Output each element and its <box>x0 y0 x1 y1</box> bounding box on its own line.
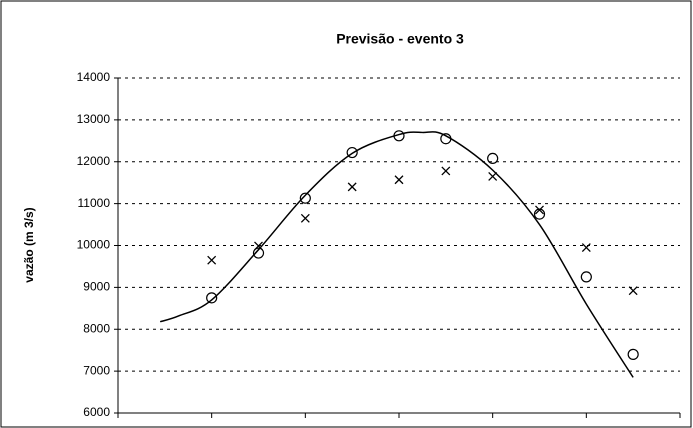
cross-point <box>581 243 591 253</box>
cross-point <box>394 175 404 185</box>
circle-point <box>627 348 639 360</box>
cross-point <box>254 241 263 251</box>
y-tick-label: 10000 <box>77 238 111 252</box>
chart-title: Previsão - evento 3 <box>336 31 464 47</box>
circle-point <box>206 292 218 304</box>
circle-point <box>299 192 311 204</box>
circle-point <box>580 271 592 283</box>
y-axis-label: vazão (m 3/s) <box>22 207 36 282</box>
cross-point <box>488 171 498 181</box>
circle-point <box>252 247 265 259</box>
curve <box>159 131 634 378</box>
y-tick-label: 8000 <box>83 321 110 335</box>
cross-point <box>535 205 544 215</box>
y-tick-label: 14000 <box>77 70 111 84</box>
cross-point <box>628 286 638 296</box>
cross-point <box>347 182 357 192</box>
cross-point <box>441 166 451 176</box>
y-tick-label: 13000 <box>77 112 111 126</box>
y-tick-label: 7000 <box>83 363 110 377</box>
y-tick-label: 9000 <box>83 280 110 294</box>
y-tick-label: 12000 <box>77 154 111 168</box>
circle-point <box>487 152 499 164</box>
y-tick-label: 11000 <box>78 196 111 210</box>
y-tick-label: 6000 <box>83 405 110 419</box>
circle-point <box>346 146 358 159</box>
cross-point <box>207 255 217 265</box>
cross-point <box>300 213 310 223</box>
